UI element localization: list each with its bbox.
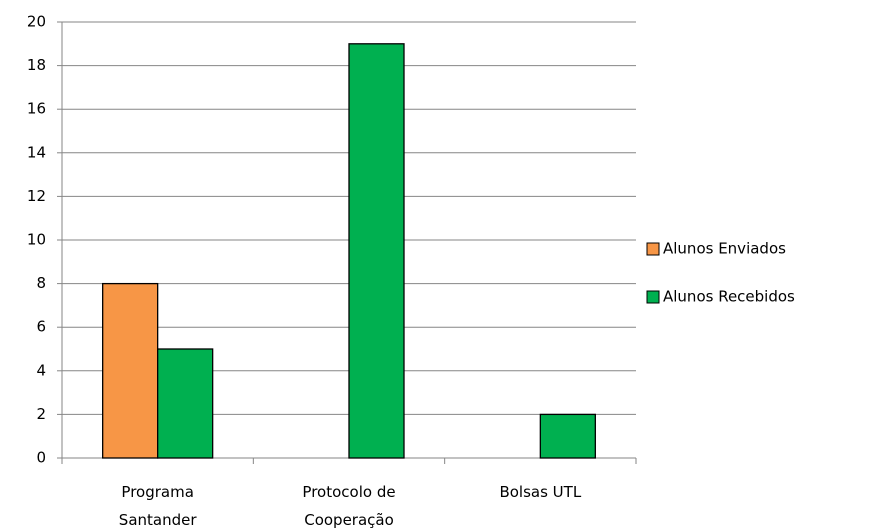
legend-label: Alunos Enviados	[663, 240, 786, 258]
y-tick-label: 12	[27, 187, 46, 205]
y-tick-label: 6	[36, 318, 46, 336]
x-tick-label: Protocolo de Cooperação	[302, 483, 395, 529]
bar	[102, 282, 159, 459]
y-tick-label: 16	[27, 100, 46, 118]
legend-swatch	[646, 242, 660, 256]
legend-label: Alunos Recebidos	[663, 288, 795, 306]
y-tick-label: 8	[36, 274, 46, 292]
bar	[157, 348, 214, 459]
y-tick-label: 14	[27, 143, 46, 161]
legend-swatch	[646, 290, 660, 304]
y-tick-label: 10	[27, 231, 46, 249]
y-tick-label: 4	[36, 361, 46, 379]
x-tick-label: Bolsas UTL	[499, 483, 581, 501]
y-tick-label: 18	[27, 56, 46, 74]
bar	[348, 43, 405, 459]
y-tick-label: 2	[36, 405, 46, 423]
x-tick-label: Programa Santander	[119, 483, 198, 529]
y-tick-label: 20	[27, 13, 46, 31]
y-tick-label: 0	[36, 449, 46, 467]
bar	[539, 413, 596, 459]
